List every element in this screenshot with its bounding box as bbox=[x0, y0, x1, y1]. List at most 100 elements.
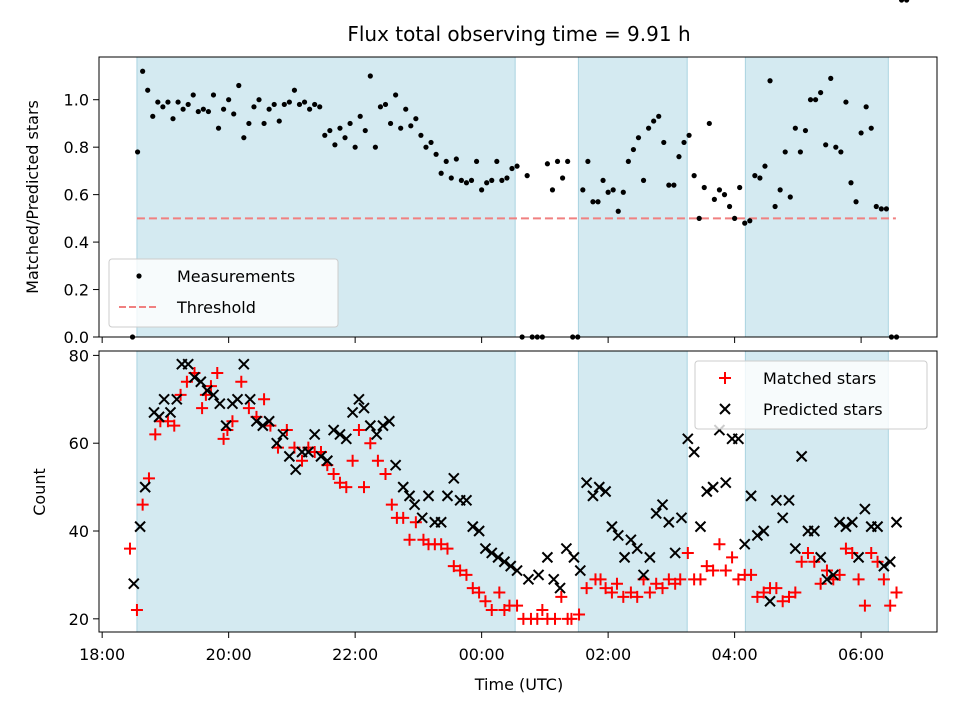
predicted-point bbox=[739, 538, 751, 550]
matched-point bbox=[757, 586, 770, 599]
predicted-point bbox=[776, 512, 789, 524]
measurement-point bbox=[205, 108, 212, 115]
predicted-point bbox=[171, 393, 183, 406]
measurement-point bbox=[818, 89, 824, 96]
matched-point bbox=[136, 498, 149, 511]
matched-point bbox=[833, 568, 846, 581]
measurement-point bbox=[812, 97, 819, 103]
matched-point bbox=[346, 454, 359, 467]
y-tick-label: 1.0 bbox=[64, 91, 89, 110]
matched-point bbox=[364, 437, 377, 450]
predicted-point bbox=[522, 573, 535, 586]
predicted-point bbox=[231, 393, 244, 406]
predicted-point bbox=[764, 595, 776, 607]
matched-point bbox=[681, 546, 694, 559]
predicted-point bbox=[238, 358, 250, 370]
measurement-point bbox=[878, 206, 884, 212]
measurement-point bbox=[347, 120, 353, 127]
predicted-point bbox=[364, 419, 377, 432]
matched-point bbox=[211, 366, 224, 379]
predicted-point bbox=[587, 490, 599, 502]
measurement-point bbox=[479, 187, 485, 193]
predicted-point bbox=[795, 450, 808, 463]
measurement-point bbox=[367, 73, 373, 79]
measurement-point bbox=[605, 189, 611, 195]
predicted-point bbox=[153, 411, 165, 423]
shaded-interval-3 bbox=[744, 56, 889, 338]
predicted-point bbox=[720, 477, 732, 489]
predicted-point bbox=[606, 520, 618, 533]
predicted-point bbox=[758, 525, 770, 537]
predicted-point bbox=[473, 525, 485, 537]
measurement-point bbox=[322, 132, 328, 138]
measurement-point bbox=[317, 104, 323, 110]
predicted-point bbox=[214, 397, 226, 410]
measurement-point bbox=[251, 104, 257, 110]
measurement-point bbox=[276, 118, 282, 124]
predicted-point bbox=[599, 485, 612, 498]
measurement-point bbox=[155, 99, 161, 105]
predicted-point bbox=[257, 419, 269, 432]
measurement-point bbox=[514, 163, 520, 169]
predicted-point bbox=[377, 419, 389, 432]
predicted-point bbox=[492, 551, 504, 564]
matched-point bbox=[877, 573, 890, 586]
measurement-point bbox=[853, 199, 859, 205]
measurement-point bbox=[559, 175, 566, 181]
matched-point bbox=[707, 564, 720, 577]
predicted-point bbox=[846, 516, 858, 528]
measurement-point bbox=[752, 173, 758, 179]
measurement-point bbox=[256, 97, 262, 103]
measurement-point bbox=[823, 142, 829, 148]
measurement-point bbox=[428, 139, 434, 146]
measurement-point bbox=[580, 187, 586, 193]
predicted-point bbox=[532, 569, 545, 581]
matched-point bbox=[454, 564, 467, 577]
predicted-point bbox=[244, 393, 256, 406]
measurement-point bbox=[494, 158, 500, 165]
predicted-point bbox=[271, 437, 283, 449]
matched-point bbox=[333, 476, 346, 489]
measurement-point bbox=[802, 127, 809, 134]
measurement-point bbox=[509, 165, 515, 172]
measurement-point bbox=[686, 132, 692, 138]
measurement-point bbox=[443, 158, 449, 165]
measurement-point bbox=[180, 106, 186, 112]
predicted-point bbox=[663, 516, 675, 528]
matched-point bbox=[226, 415, 239, 428]
measurement-point bbox=[630, 146, 637, 153]
measurement-point bbox=[600, 177, 606, 183]
matched-point bbox=[594, 573, 607, 586]
measurement-point bbox=[281, 101, 287, 108]
predicted-point bbox=[460, 494, 473, 506]
measurement-point bbox=[220, 106, 227, 112]
y-tick-label: 80 bbox=[69, 346, 89, 365]
measurement-point bbox=[398, 125, 404, 131]
predicted-point bbox=[164, 406, 177, 419]
matched-point bbox=[726, 551, 739, 564]
measurement-point bbox=[595, 199, 601, 205]
matched-legend-marker bbox=[719, 372, 731, 384]
measurement-point bbox=[737, 184, 743, 191]
measurement-point bbox=[215, 125, 222, 131]
matched-point bbox=[719, 564, 732, 577]
matched-point bbox=[656, 582, 669, 595]
matched-point bbox=[814, 577, 827, 590]
measurement-point bbox=[372, 144, 378, 150]
measurement-point bbox=[716, 187, 723, 193]
predicted-point bbox=[302, 446, 315, 458]
measurement-point bbox=[656, 113, 662, 119]
matched-point bbox=[217, 432, 230, 445]
matched-point bbox=[871, 555, 884, 568]
predicted-point bbox=[770, 494, 783, 506]
measurement-point bbox=[691, 173, 697, 179]
predicted-point bbox=[128, 577, 140, 590]
matched-point bbox=[662, 573, 675, 586]
matched-point bbox=[605, 586, 618, 599]
y-tick-label: 0.4 bbox=[64, 233, 89, 252]
matched-point bbox=[884, 599, 897, 612]
predicted-point bbox=[694, 520, 707, 533]
predicted-point bbox=[134, 520, 146, 533]
measurement-point bbox=[863, 104, 869, 110]
